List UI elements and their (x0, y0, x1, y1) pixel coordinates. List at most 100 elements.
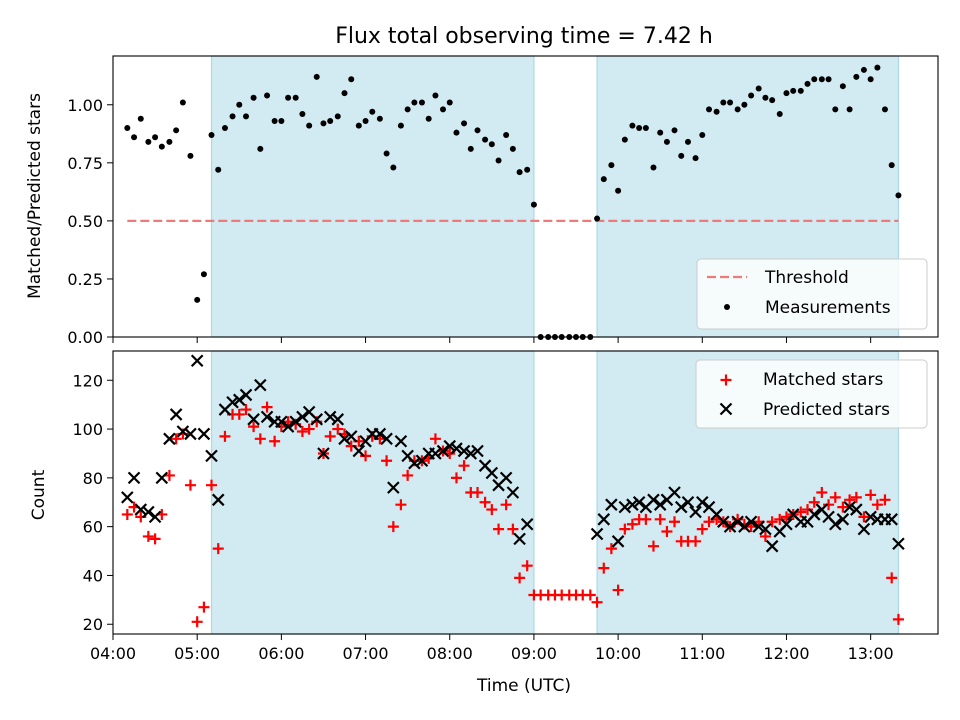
x-tick-label: 11:00 (679, 644, 725, 663)
matched-star-marker (395, 499, 407, 511)
predicted-star-marker (626, 498, 639, 511)
predicted-star-marker (260, 410, 274, 424)
matched-star-marker (500, 499, 512, 511)
matched-star-marker (605, 543, 617, 555)
observing-window-shade (210, 55, 535, 338)
measurement-point (467, 145, 474, 152)
measurement-point (215, 166, 222, 173)
matched-star-marker (886, 572, 898, 584)
matched-star-marker (233, 408, 245, 420)
measurement-point (474, 127, 481, 134)
predicted-star-marker (184, 427, 197, 441)
measurement-point (271, 118, 278, 125)
measurement-point (783, 90, 790, 97)
predicted-star-marker (668, 486, 681, 499)
predicted-star-marker (513, 532, 526, 546)
measurement-point (509, 145, 516, 152)
measurement-point (530, 201, 537, 208)
measurement-point (706, 106, 713, 113)
measurement-point (173, 127, 180, 134)
predicted-star-marker (765, 539, 779, 553)
measurement-point (684, 138, 691, 145)
predicted-star-marker (205, 449, 218, 463)
measurement-point (369, 108, 376, 115)
matched-star-marker (879, 494, 891, 506)
measurement-point (376, 115, 383, 122)
matched-star-marker (360, 450, 372, 462)
predicted-star-marker (408, 456, 421, 470)
measurement-point (292, 94, 299, 101)
top-panel: 0.00 0.25 0.50 0.75 1.00 Threshold Measurement… (67, 55, 939, 347)
measurement-point (243, 113, 250, 120)
predicted-star-marker (485, 466, 499, 480)
measurement-point (355, 122, 362, 129)
matched-star-marker (402, 469, 414, 481)
predicted-star-marker (457, 444, 471, 458)
measurement-point (229, 113, 236, 120)
legend-measurement-swatch (724, 304, 730, 310)
predicted-star-marker (275, 415, 288, 429)
legend-measurement-label: Measurements (765, 298, 891, 318)
matched-star-marker (703, 516, 715, 528)
legend-box (696, 258, 928, 330)
measurement-point (194, 296, 201, 303)
matched-star-marker (766, 516, 778, 528)
measurement-point (187, 152, 194, 159)
predicted-star-marker (689, 505, 702, 519)
predicted-star-marker (226, 395, 239, 409)
y-tick-label: 0.00 (67, 328, 103, 347)
measurement-point (650, 164, 657, 171)
predicted-star-marker (597, 513, 611, 526)
matched-star-marker (514, 572, 526, 584)
matched-star-marker (381, 455, 393, 467)
x-tick-label: 04:00 (90, 644, 136, 663)
predicted-star-marker (254, 378, 267, 392)
matched-star-marker (507, 523, 519, 535)
measurement-point (636, 124, 643, 131)
matched-star-marker (598, 562, 610, 574)
measurement-point (179, 99, 186, 106)
matched-star-marker (121, 508, 133, 520)
y-tick-label: 20 (83, 615, 103, 634)
measurement-point (432, 92, 439, 99)
top-y-axis-label: Matched/Predicted stars (25, 93, 45, 299)
measurement-point (461, 120, 468, 127)
measurement-point (320, 120, 327, 127)
measurement-point (152, 134, 159, 141)
matched-star-marker (296, 426, 308, 438)
predicted-star-marker (310, 413, 324, 426)
measurement-point (621, 136, 628, 143)
matched-star-marker (479, 496, 491, 508)
measurement-point (306, 122, 313, 129)
predicted-star-marker (611, 535, 625, 548)
y-tick-label: 120 (72, 371, 103, 390)
measurement-point (629, 122, 636, 129)
measurement-point (334, 113, 341, 120)
predicted-star-marker (323, 410, 337, 424)
predicted-star-marker (190, 354, 204, 368)
measurement-point (524, 166, 531, 173)
measurement-point (236, 101, 243, 108)
measurement-point (818, 76, 825, 83)
matched-star-marker (493, 523, 505, 535)
matched-star-marker (584, 589, 596, 601)
measurement-point (200, 271, 207, 278)
matched-star-marker (647, 540, 659, 552)
predicted-star-marker (717, 515, 730, 529)
predicted-star-marker (738, 520, 751, 533)
legend-matched-label: Matched stars (763, 370, 883, 390)
predicted-star-marker (169, 408, 183, 421)
measurement-point (608, 162, 615, 169)
y-tick-label: 60 (83, 518, 103, 537)
x-tick-label: 06:00 (258, 644, 304, 663)
predicted-star-marker (436, 444, 450, 458)
predicted-star-marker (197, 427, 211, 441)
matched-star-marker (269, 435, 281, 447)
predicted-star-marker (380, 432, 393, 446)
measurement-point (250, 94, 257, 101)
measurement-point (797, 87, 804, 94)
matched-star-marker (170, 433, 182, 445)
matched-star-marker (816, 487, 828, 498)
matched-star-marker (142, 530, 154, 542)
predicted-star-marker (590, 527, 604, 541)
